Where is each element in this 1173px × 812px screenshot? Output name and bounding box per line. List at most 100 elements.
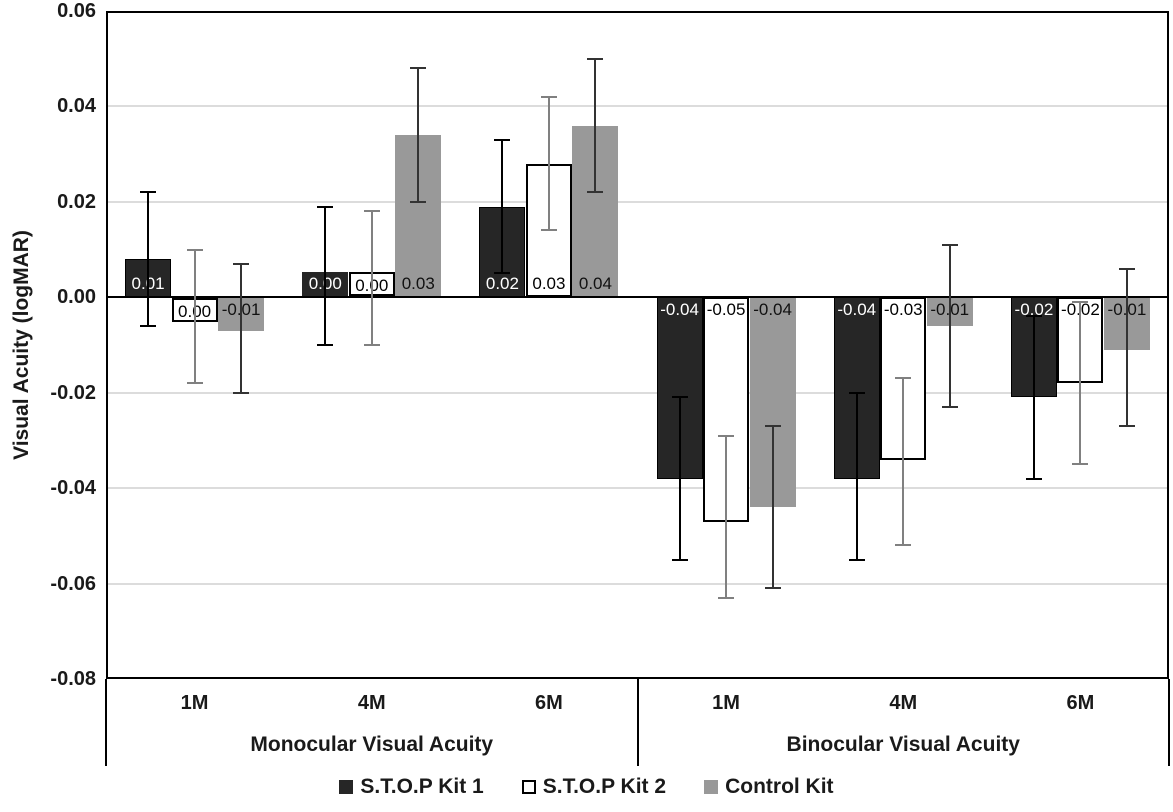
error-bar-cap [671,558,688,561]
error-bar-line [324,206,327,345]
category-group-divider [105,679,107,766]
error-bar-line [417,68,420,202]
error-bar-cap [587,191,604,194]
error-bar-cap [186,382,203,385]
error-bar-line [725,435,728,598]
y-tick-label: -0.04 [50,477,96,500]
error-bar-cap [494,138,511,141]
category-label: 1M [712,692,740,714]
error-bar-cap [140,324,157,327]
error-bar-line [855,392,858,560]
y-tick-label: 0.00 [57,286,96,309]
error-bar-cap [587,57,604,60]
error-bar-cap [671,396,688,399]
gridline [106,582,1169,585]
error-bar-line [547,96,550,231]
error-bar-cap [1072,301,1089,304]
category-label: 4M [357,692,386,714]
legend-label: S.T.O.P Kit 1 [360,775,484,798]
y-tick-label: 0.04 [57,95,96,118]
error-bar-cap [540,95,557,98]
legend-label: S.T.O.P Kit 2 [542,775,667,798]
error-bar-cap [1118,267,1135,270]
gridline [106,391,1169,394]
error-bar-line [902,378,905,546]
y-tick-label: -0.06 [50,572,96,595]
error-bar-cap [140,191,157,194]
error-bar-cap [764,587,781,590]
error-bar-cap [1072,463,1089,466]
gridline [106,200,1169,203]
error-bar-cap [848,558,865,561]
error-bar-cap [1025,477,1042,480]
error-bar-cap [410,67,427,70]
category-label: 1M [180,692,209,714]
error-bar-cap [540,229,557,232]
y-axis-title: Visual Acuity (logMAR) [10,230,33,460]
error-bar-line [240,263,243,393]
legend-marker-icon [339,780,354,794]
data-label: -0.05 [706,300,746,320]
error-bar-cap [1118,425,1135,428]
error-bar-cap [764,425,781,428]
error-bar-cap [363,344,380,346]
gridline [106,105,1169,108]
error-bar-cap [718,434,735,437]
category-label: 6M [1066,692,1095,714]
error-bar-line [678,397,681,560]
y-tick-label: -0.02 [50,381,96,404]
error-bar-cap [363,210,380,213]
data-label: 0.03 [401,274,435,294]
error-bar-cap [186,248,203,251]
legend: S.T.O.P Kit 1 S.T.O.P Kit 2 Control Kit [0,771,1173,803]
data-label: -0.02 [1014,300,1054,320]
error-bar-cap [718,596,735,599]
error-bar-cap [317,205,334,208]
category-label: 6M [535,692,563,714]
zero-axis-line [106,296,1169,299]
y-tick-label: 0.02 [57,190,96,213]
error-bar-cap [410,200,427,203]
y-tick-label: -0.08 [50,668,96,690]
error-bar-cap [494,272,511,275]
error-bar-line [771,426,774,589]
error-bar-line [948,244,951,408]
gridline [106,487,1169,490]
legend-item-2: S.T.O.P Kit 2 [521,775,667,799]
error-bar-line [193,249,196,384]
data-label: -0.04 [660,300,699,320]
error-bar-line [594,58,597,193]
error-bar-line [1032,316,1035,479]
data-label: 0.04 [578,274,612,294]
error-bar-line [501,139,504,274]
error-bar-line [1125,268,1128,427]
group-label: Binocular Visual Acuity [786,733,1020,756]
error-bar-cap [941,243,958,246]
data-label: -0.04 [753,300,792,320]
bar-series1-cat5 [833,297,880,479]
category-group-divider [636,679,639,766]
error-bar-cap [233,391,250,394]
error-bar-cap [941,406,958,409]
error-bar-line [147,192,150,326]
error-bar-line [370,211,373,345]
category-label: 4M [889,692,918,714]
legend-marker-icon [521,780,536,794]
plot-border [106,11,1169,679]
y-tick-label: 0.06 [57,0,96,22]
error-bar-cap [895,377,912,380]
error-bar-cap [233,262,250,265]
data-label: 0.02 [485,274,519,294]
error-bar-cap [848,391,865,394]
legend-marker-icon [704,780,719,794]
data-label: -0.04 [837,300,877,320]
group-label: Monocular Visual Acuity [250,733,494,756]
legend-item-1: S.T.O.P Kit 1 [339,775,484,799]
error-bar-line [1079,302,1082,465]
legend-label: Control Kit [725,775,834,798]
data-label: 0.03 [532,274,566,294]
bar-series2-cat4 [703,297,750,522]
legend-item-3: Control Kit [704,775,834,799]
error-bar-cap [317,344,334,346]
